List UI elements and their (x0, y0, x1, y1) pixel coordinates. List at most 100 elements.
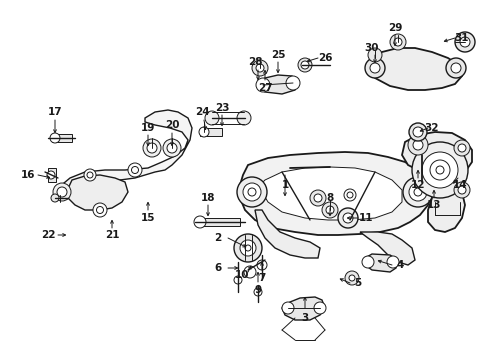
Circle shape (84, 169, 96, 181)
Circle shape (364, 58, 384, 78)
Circle shape (240, 240, 256, 256)
Text: 3: 3 (301, 313, 308, 323)
Circle shape (435, 166, 443, 174)
Polygon shape (258, 75, 297, 94)
Circle shape (411, 142, 467, 198)
Circle shape (247, 188, 256, 196)
Circle shape (50, 133, 60, 143)
Text: 25: 25 (270, 50, 285, 60)
Circle shape (325, 206, 333, 214)
Polygon shape (240, 152, 431, 235)
Text: 30: 30 (364, 43, 379, 53)
Circle shape (408, 123, 426, 141)
Circle shape (244, 266, 256, 278)
Text: 1: 1 (281, 180, 288, 190)
Circle shape (346, 192, 352, 198)
Text: 13: 13 (426, 200, 440, 210)
Circle shape (237, 111, 250, 125)
Circle shape (412, 140, 422, 150)
Circle shape (345, 271, 358, 285)
Circle shape (348, 275, 354, 281)
Text: 27: 27 (257, 83, 272, 93)
Text: 11: 11 (358, 213, 372, 223)
Circle shape (243, 183, 261, 201)
Circle shape (402, 177, 432, 207)
Text: 16: 16 (20, 170, 35, 180)
Circle shape (199, 127, 208, 137)
Circle shape (342, 213, 352, 223)
Circle shape (421, 152, 457, 188)
Text: 22: 22 (41, 230, 55, 240)
Circle shape (282, 302, 293, 314)
Text: 31: 31 (454, 33, 468, 43)
Circle shape (142, 139, 161, 157)
Text: 26: 26 (317, 53, 331, 63)
Circle shape (87, 172, 93, 178)
Circle shape (51, 194, 59, 202)
Bar (200, 128, 222, 136)
Circle shape (251, 60, 267, 76)
Circle shape (367, 48, 381, 62)
Text: 29: 29 (387, 23, 401, 33)
Text: 28: 28 (247, 57, 262, 67)
Circle shape (453, 182, 469, 198)
Circle shape (457, 144, 465, 152)
Circle shape (386, 256, 398, 268)
Circle shape (408, 183, 426, 201)
Circle shape (450, 63, 460, 73)
Circle shape (412, 127, 422, 137)
Polygon shape (359, 232, 414, 265)
Polygon shape (65, 175, 128, 210)
Polygon shape (367, 48, 461, 90)
Circle shape (285, 76, 299, 90)
Circle shape (204, 111, 219, 125)
Text: 23: 23 (214, 103, 229, 113)
Circle shape (313, 302, 325, 314)
Text: 2: 2 (214, 233, 221, 243)
Circle shape (457, 186, 465, 194)
Bar (52, 134, 72, 142)
Circle shape (413, 188, 421, 196)
Text: 20: 20 (164, 120, 179, 130)
Circle shape (309, 190, 325, 206)
Circle shape (234, 234, 262, 262)
Text: 32: 32 (424, 123, 438, 133)
Polygon shape (58, 110, 192, 195)
Text: 6: 6 (214, 263, 221, 273)
Text: 4: 4 (395, 260, 403, 270)
Circle shape (147, 143, 157, 153)
Text: 19: 19 (141, 123, 155, 133)
Text: 9: 9 (254, 285, 261, 295)
Polygon shape (282, 297, 325, 320)
Polygon shape (262, 167, 401, 220)
Circle shape (96, 207, 103, 213)
Circle shape (257, 260, 266, 270)
Circle shape (321, 202, 337, 218)
Circle shape (93, 203, 107, 217)
Circle shape (256, 64, 264, 72)
Circle shape (369, 63, 379, 73)
Circle shape (297, 58, 311, 72)
Text: 8: 8 (325, 193, 333, 203)
Polygon shape (254, 210, 319, 258)
Circle shape (454, 32, 474, 52)
Text: 24: 24 (194, 107, 209, 117)
Circle shape (407, 135, 427, 155)
Circle shape (429, 160, 449, 180)
Text: 7: 7 (258, 273, 265, 283)
Text: 14: 14 (452, 180, 467, 190)
Polygon shape (364, 254, 397, 272)
Circle shape (53, 183, 71, 201)
Circle shape (361, 256, 373, 268)
Text: 5: 5 (354, 278, 361, 288)
Circle shape (301, 61, 308, 69)
Bar (48, 168, 56, 182)
Circle shape (163, 139, 181, 157)
Bar (198, 218, 240, 226)
Circle shape (47, 171, 55, 179)
Circle shape (128, 163, 142, 177)
Circle shape (167, 143, 177, 153)
Circle shape (393, 38, 401, 46)
Circle shape (313, 194, 321, 202)
Circle shape (234, 276, 242, 284)
